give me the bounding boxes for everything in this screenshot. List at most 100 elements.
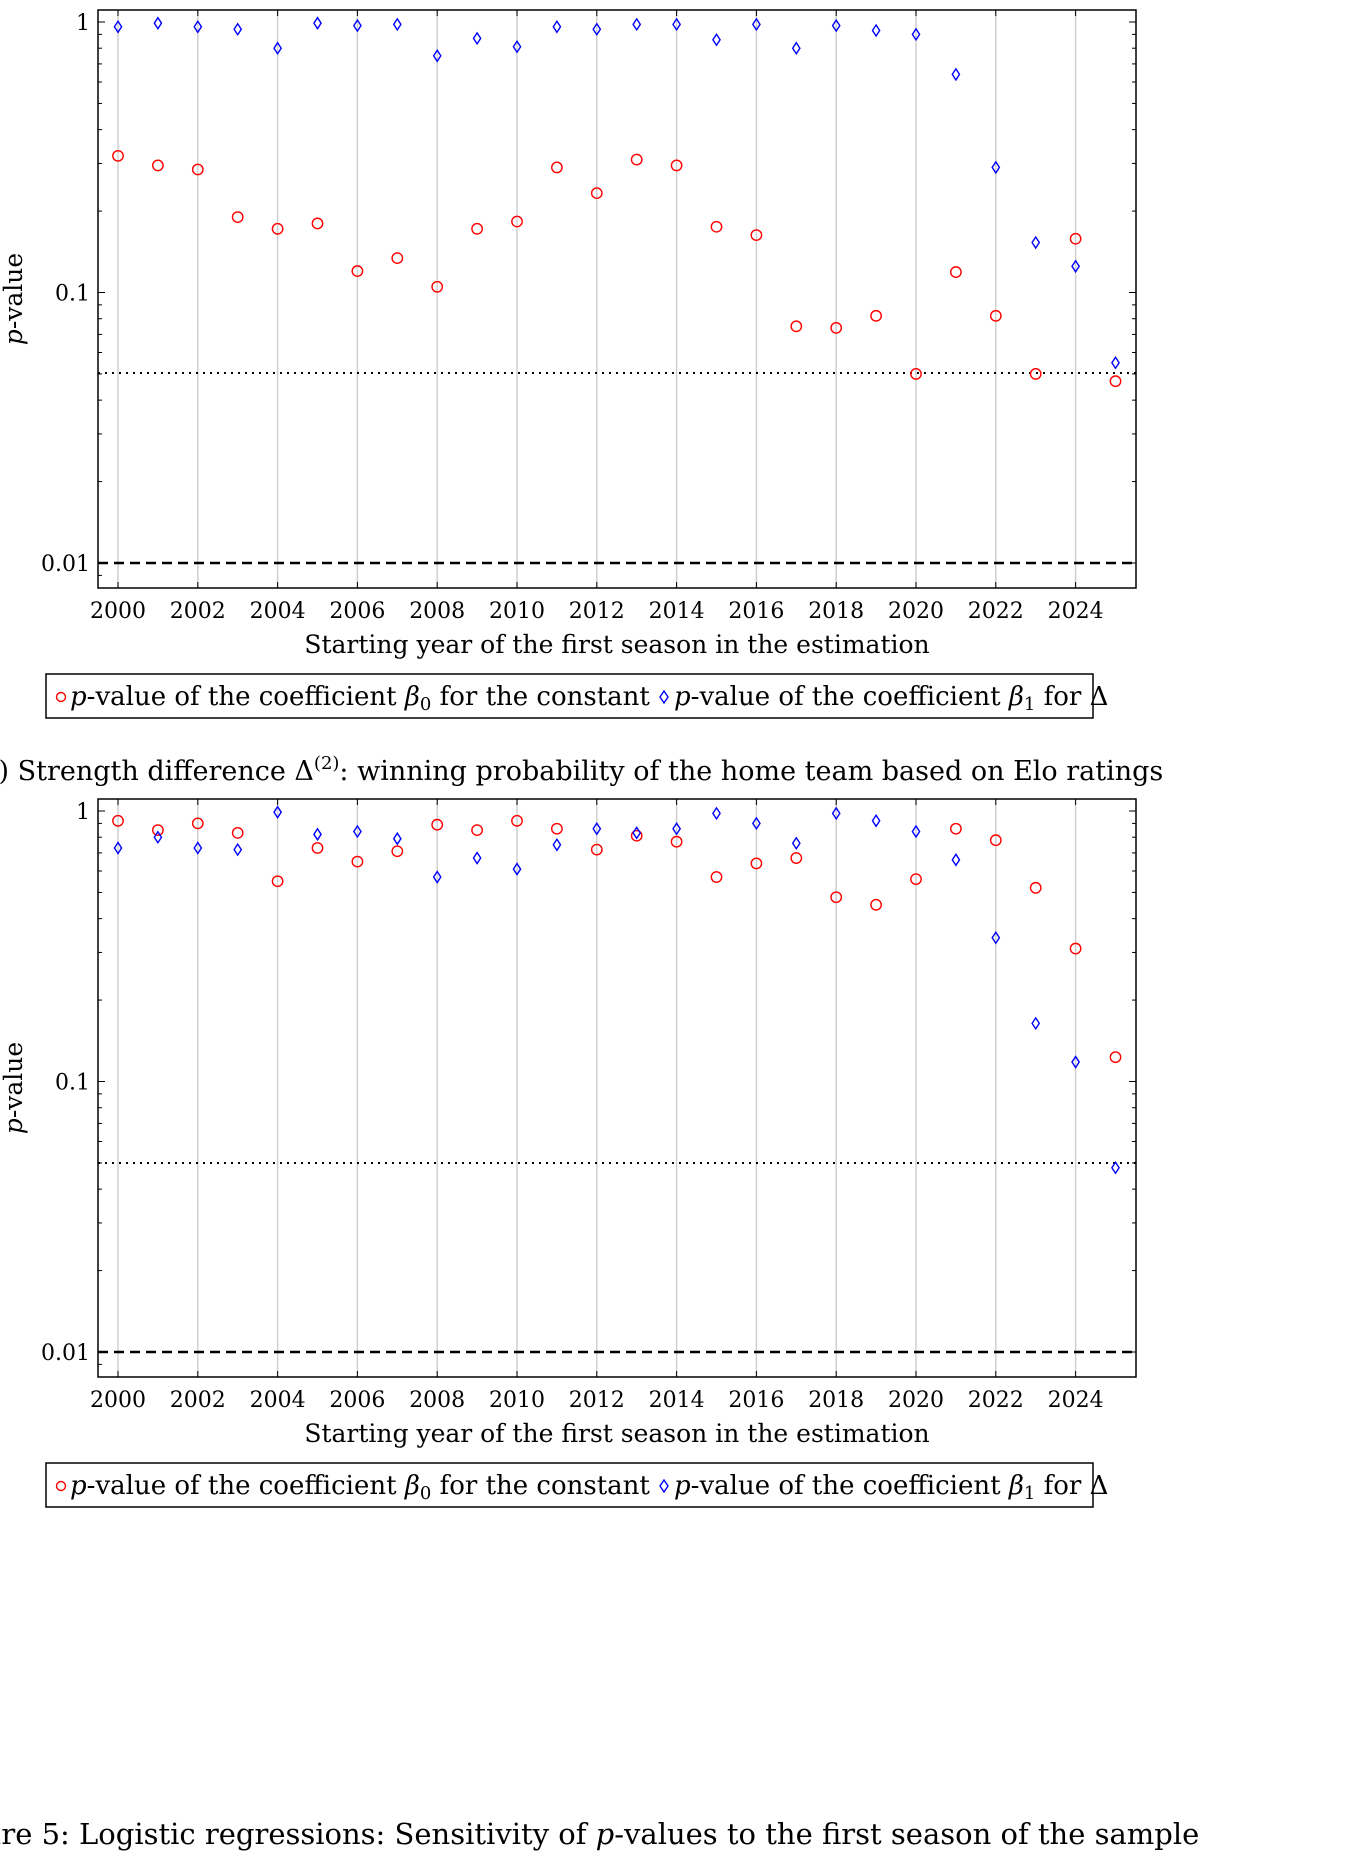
chart-b-gridlines: [117, 799, 1077, 1377]
chart-b-legend: p-value of the coefficient β0 for the co…: [45, 1462, 1108, 1508]
chart-a-legend-beta0-label: p-value of the coefficient β0 for the co…: [70, 682, 650, 715]
chart-b-beta0-point-2006: [351, 855, 364, 868]
chart-a-beta1-point-2005: [313, 16, 322, 30]
chart-a-beta1-point-2024: [1071, 259, 1081, 274]
chart-b-beta0-point-2017: [790, 852, 803, 864]
chart-b-beta0-point-2021: [950, 822, 962, 835]
figure-caption: Figure 5: Logistic regressions: Sensitiv…: [0, 1817, 1199, 1851]
chart-a-x-tick-label-2016: 2016: [728, 599, 784, 624]
chart-a-beta0-point-2021: [950, 266, 962, 278]
chart-b-beta1-point-2012: [592, 821, 602, 836]
chart-a-beta1-point-2022: [991, 160, 1001, 175]
chart-a-plot-frame: [97, 9, 1137, 589]
chart-a-beta0-point-2017: [790, 320, 803, 333]
chart-a-x-tick-label-2000: 2000: [90, 599, 146, 624]
chart-b-beta1-point-2007: [392, 831, 402, 846]
chart-a-beta1-point-2015: [712, 32, 721, 47]
chart-b-beta0-point-2024: [1069, 942, 1082, 955]
chart-a-beta1-point-2017: [791, 41, 801, 55]
chart-b-plot-frame: [97, 798, 1137, 1378]
chart-b-legend-box: [45, 1462, 1094, 1508]
chart-a-beta1-point-2002: [193, 20, 203, 34]
chart-a-y-axis-label: p-value: [0, 253, 28, 345]
chart-a-legend-box: [45, 673, 1094, 719]
chart-a-x-tick-label-2006: 2006: [329, 599, 385, 624]
chart-a-beta0-point-2006: [351, 265, 364, 277]
chart-b-x-tick-label-2022: 2022: [968, 1388, 1024, 1413]
chart-b-beta0-point-2003: [231, 826, 244, 839]
chart-b-beta0-point-2009: [471, 824, 483, 836]
chart-b-beta1-point-2022: [991, 930, 1001, 945]
chart-b-y-tick-label-1: 0.1: [55, 1071, 90, 1096]
chart-a-beta0-point-2000: [112, 149, 124, 162]
chart-b-beta0-point-2000: [112, 814, 124, 827]
chart-a-legend-beta1-label: p-value of the coefficient β1 for Δ: [674, 682, 1108, 715]
chart-b-legend-circle-icon: [55, 1480, 67, 1492]
chart-a-x-tick-label-2022: 2022: [968, 599, 1024, 624]
chart-a-beta1-point-2023: [1031, 235, 1041, 250]
chart-b-legend-beta0-label: p-value of the coefficient β0 for the co…: [70, 1471, 650, 1504]
chart-b-beta0-point-2022: [989, 834, 1002, 847]
chart-b-x-tick-label-2010: 2010: [489, 1388, 545, 1413]
chart-b-beta1-point-2010: [512, 862, 522, 876]
chart-b-y-axis-label: p-value: [0, 1042, 28, 1134]
chart-b-beta1-point-2001: [153, 830, 163, 844]
chart-b-beta1-point-2025: [1111, 1160, 1120, 1175]
chart-a-beta1-point-2020: [911, 27, 921, 42]
chart-b-beta1-point-2004: [273, 805, 283, 819]
chart-a-beta0-point-2014: [670, 159, 683, 172]
chart-b-beta0-point-2014: [670, 835, 683, 848]
chart-a-gridlines: [117, 10, 1077, 588]
chart-b-x-tick-label-2002: 2002: [170, 1388, 226, 1413]
chart-a-beta0-point-2013: [630, 153, 643, 166]
chart-a-beta1-point-2007: [392, 17, 402, 32]
chart-a-beta1-point-2008: [432, 49, 442, 63]
chart-b-x-tick-label-2008: 2008: [409, 1388, 465, 1413]
chart-b-beta0-point-2011: [551, 822, 563, 835]
chart-b-x-tick-label-2018: 2018: [808, 1388, 864, 1413]
chart-b-x-tick-label-2012: 2012: [569, 1388, 625, 1413]
chart-b-beta1-point-2023: [1031, 1016, 1041, 1031]
chart-a-y-tick-label-1: 0.1: [55, 282, 90, 307]
chart-a-beta1-point-2009: [472, 31, 482, 46]
chart-a-beta0-point-2024: [1069, 232, 1082, 245]
chart-a-points: [112, 16, 1122, 388]
chart-a-beta1-point-2010: [512, 39, 522, 54]
chart-a-y-tick-label-0: 0.01: [41, 552, 90, 577]
chart-a-x-axis-label: Starting year of the first season in the…: [304, 630, 929, 659]
chart-a-beta0-point-2011: [551, 161, 563, 174]
chart-b-x-tick-label-2014: 2014: [649, 1388, 705, 1413]
chart-b-beta0-point-2013: [630, 829, 643, 842]
chart-a-beta1-point-2014: [672, 17, 682, 32]
chart-a-beta0-point-2004: [271, 222, 284, 235]
chart-b-beta1-point-2021: [951, 853, 961, 867]
chart-a-beta0-point-2022: [989, 309, 1002, 322]
chart-a-x-tick-label-2018: 2018: [808, 599, 864, 624]
chart-b-beta1-point-2013: [632, 826, 642, 840]
chart-b-beta0-point-2002: [191, 817, 204, 830]
chart-b-beta0-point-2015: [710, 871, 723, 883]
chart-b-x-tick-label-2004: 2004: [250, 1388, 306, 1413]
chart-b-beta0-point-2020: [910, 873, 922, 886]
chart-a-beta0-point-2015: [710, 220, 723, 233]
chart-a-x-tick-label-2024: 2024: [1048, 599, 1104, 624]
chart-a-beta1-point-2018: [831, 18, 841, 33]
chart-a-beta0-point-2009: [471, 222, 483, 235]
chart-b-beta1-point-2005: [313, 827, 322, 842]
chart-b-x-tick-label-2024: 2024: [1048, 1388, 1104, 1413]
chart-a-y-tick-label-2: 1: [76, 11, 90, 36]
chart-b-x-axis-label: Starting year of the first season in the…: [304, 1419, 929, 1448]
chart-a-beta0-point-2010: [511, 215, 523, 228]
chart-a: 2000 2002 2004 2006 2008 2010 2012 2014 2016 2018…: [0, 9, 1137, 719]
chart-a-x-tick-label-2002: 2002: [170, 599, 226, 624]
chart-b-beta0-point-2001: [151, 824, 164, 836]
chart-a-beta1-point-2019: [871, 23, 881, 38]
chart-b-legend-beta1-label: p-value of the coefficient β1 for Δ: [674, 1471, 1108, 1504]
chart-a-beta0-point-2012: [590, 187, 603, 200]
chart-a-x-tick-label-2012: 2012: [569, 599, 625, 624]
chart-a-beta1-point-2006: [352, 18, 362, 33]
chart-a-legend-diamond-icon: [659, 689, 669, 705]
chart-a-beta1-point-2021: [951, 67, 961, 82]
chart-b-beta0-point-2016: [750, 857, 763, 870]
chart-a-beta0-point-2018: [830, 321, 843, 334]
